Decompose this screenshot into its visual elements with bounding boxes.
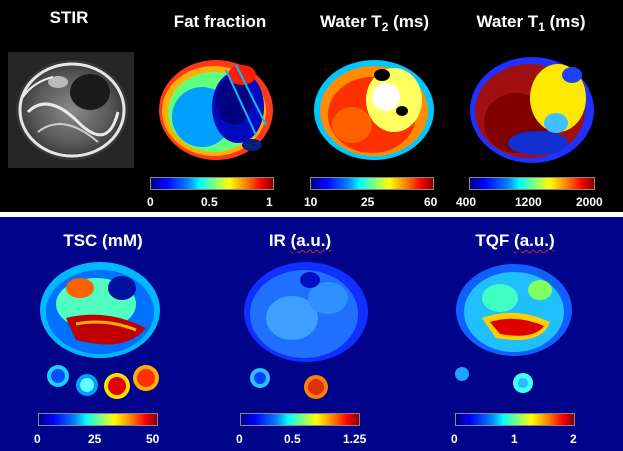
water-t1-title: Water T1 (ms) bbox=[476, 12, 586, 34]
water-t2-tick-max: 60 bbox=[424, 195, 438, 209]
water-t2-colorbar bbox=[310, 177, 434, 190]
stir-title: STIR bbox=[49, 8, 89, 27]
fat-fraction-map bbox=[156, 55, 276, 165]
water-t1-tick-min: 400 bbox=[456, 195, 477, 209]
tqf-tick-min: 0 bbox=[451, 432, 458, 446]
water-t2-tick-mid: 25 bbox=[361, 195, 375, 209]
ir-tick-max: 1.25 bbox=[343, 432, 367, 446]
tqf-tick-max: 2 bbox=[570, 432, 577, 446]
tsc-tick-min: 0 bbox=[34, 432, 41, 446]
ir-tick-mid: 0.5 bbox=[284, 432, 301, 446]
water-t1-colorbar bbox=[469, 177, 595, 190]
tsc-tick-max: 50 bbox=[146, 432, 160, 446]
water-t2-map bbox=[312, 55, 436, 165]
tsc-map bbox=[36, 258, 166, 400]
ir-title: IR (a.u.) bbox=[268, 231, 332, 250]
fat-fraction-title: Fat fraction bbox=[173, 12, 267, 31]
water-t2-tick-min: 10 bbox=[304, 195, 318, 209]
tsc-colorbar bbox=[38, 413, 158, 426]
tqf-title: TQF (a.u.) bbox=[475, 231, 555, 250]
fat-fraction-tick-min: 0 bbox=[147, 195, 154, 209]
ir-colorbar bbox=[240, 413, 360, 426]
water-t1-tick-max: 2000 bbox=[576, 195, 603, 209]
water-t2-title: Water T2 (ms) bbox=[319, 12, 430, 34]
tqf-map bbox=[446, 258, 586, 400]
tqf-tick-mid: 1 bbox=[511, 432, 518, 446]
fat-fraction-tick-mid: 0.5 bbox=[201, 195, 218, 209]
tqf-colorbar bbox=[455, 413, 575, 426]
stir-image bbox=[8, 52, 134, 168]
tsc-title: TSC (mM) bbox=[63, 231, 143, 250]
tsc-tick-mid: 25 bbox=[88, 432, 102, 446]
water-t1-tick-mid: 1200 bbox=[515, 195, 542, 209]
fat-fraction-colorbar bbox=[150, 177, 274, 190]
ir-map bbox=[236, 258, 374, 400]
ir-tick-min: 0 bbox=[236, 432, 243, 446]
fat-fraction-tick-max: 1 bbox=[266, 195, 273, 209]
water-t1-map bbox=[468, 53, 596, 167]
